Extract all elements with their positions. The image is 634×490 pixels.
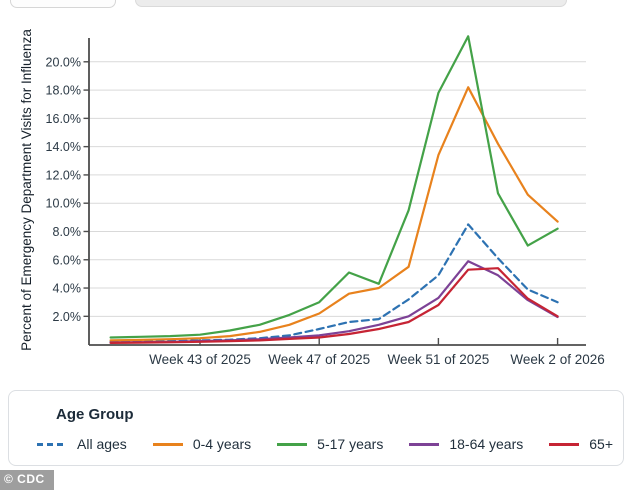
legend-item-0-4-years[interactable]: 0-4 years — [152, 436, 252, 452]
legend-swatch-solid — [409, 442, 440, 446]
age-group-legend: Age Group All ages 0-4 years 5-17 years 18-… — [8, 390, 624, 466]
x-tick-label: Week 2 of 2026 — [510, 352, 604, 367]
series-line-65- — [109, 267, 559, 344]
legend-title: Age Group — [56, 406, 134, 423]
legend-items-row: All ages 0-4 years 5-17 years 18-64 years 65… — [37, 436, 623, 452]
y-tick-label: 16.0% — [46, 112, 81, 126]
legend-label: 5-17 years — [317, 436, 384, 452]
y-tick-label: 6.0% — [53, 253, 82, 267]
legend-label: 18-64 years — [449, 436, 524, 452]
legend-item-5-17-years[interactable]: 5-17 years — [277, 436, 383, 452]
legend-label: 0-4 years — [192, 436, 252, 452]
line-chart-canvas: 2.0% 4.0% 6.0% 8.0% 10.0% 12.0% 14.0% 16.0% 18.0… — [19, 29, 605, 367]
y-tick-label: 8.0% — [53, 225, 82, 239]
legend-swatch-solid — [152, 442, 183, 446]
y-axis-title: Percent of Emergency Department Visits f… — [19, 29, 34, 351]
influenza-ed-visits-chart: 2.0% 4.0% 6.0% 8.0% 10.0% 12.0% 14.0% 16.0% 18.0… — [19, 29, 605, 367]
y-tick-label: 10.0% — [46, 197, 81, 211]
legend-label: All ages — [77, 436, 127, 452]
legend-label: 65+ — [589, 436, 614, 452]
y-tick-label: 2.0% — [53, 310, 82, 324]
legend-item-18-64-years[interactable]: 18-64 years — [409, 436, 523, 452]
legend-swatch-solid — [549, 442, 580, 446]
legend-swatch-solid — [277, 442, 308, 446]
y-tick-label: 14.0% — [46, 140, 81, 154]
y-tick-label: 20.0% — [46, 55, 81, 69]
x-tick-label: Week 51 of 2025 — [387, 352, 489, 367]
series-line-0-4-years — [109, 86, 559, 342]
x-tick-label: Week 47 of 2025 — [268, 352, 370, 367]
legend-item-65-[interactable]: 65+ — [549, 436, 613, 452]
legend-swatch-dashed — [37, 442, 67, 446]
y-tick-label: 12.0% — [46, 168, 81, 182]
series-line-5-17-years — [109, 35, 559, 339]
y-tick-label: 18.0% — [46, 84, 81, 98]
series-line-all-ages — [109, 223, 559, 343]
legend-item-all-ages[interactable]: All ages — [37, 436, 127, 452]
series-line-18-64-years — [109, 260, 559, 344]
cdc-attribution-badge: © CDC — [0, 470, 54, 490]
y-tick-label: 4.0% — [53, 282, 82, 296]
x-tick-label: Week 43 of 2025 — [149, 352, 251, 367]
